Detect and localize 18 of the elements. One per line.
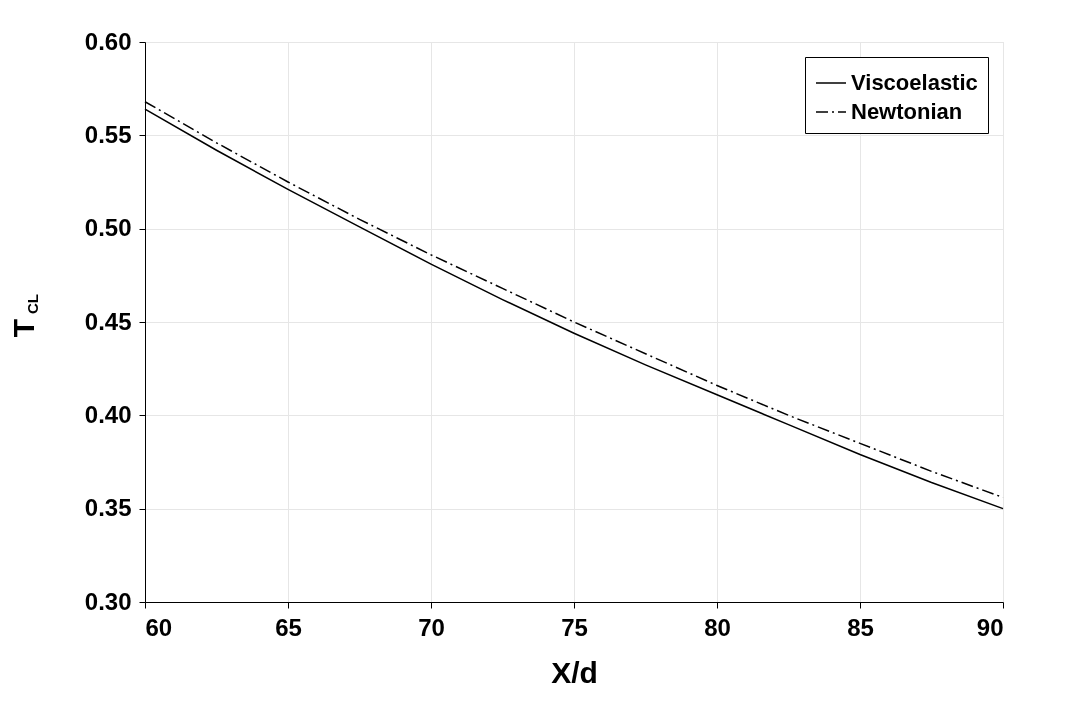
y-tick-label: 0.35 (84, 494, 132, 522)
x-tick-label: 85 (847, 613, 874, 641)
x-tick-label: 90 (976, 613, 1004, 641)
y-tick-label: 0.45 (84, 307, 132, 335)
legend-label: Viscoelastic (851, 70, 978, 95)
y-tick-label: 0.30 (84, 587, 132, 615)
y-tick-label: 0.50 (84, 214, 132, 242)
x-tick-label: 75 (561, 613, 588, 641)
x-axis-title: X/d (551, 655, 598, 689)
y-tick-label: 0.55 (84, 120, 132, 148)
x-tick-label: 80 (704, 613, 731, 641)
y-tick-label: 0.40 (84, 400, 132, 428)
y-axis-title: TCL (7, 294, 41, 338)
x-tick-label: 65 (275, 613, 302, 641)
x-tick-label: 70 (418, 613, 445, 641)
x-tick-label: 60 (145, 613, 173, 641)
y-tick-label: 0.60 (84, 27, 132, 55)
legend-label: Newtonian (851, 99, 963, 124)
